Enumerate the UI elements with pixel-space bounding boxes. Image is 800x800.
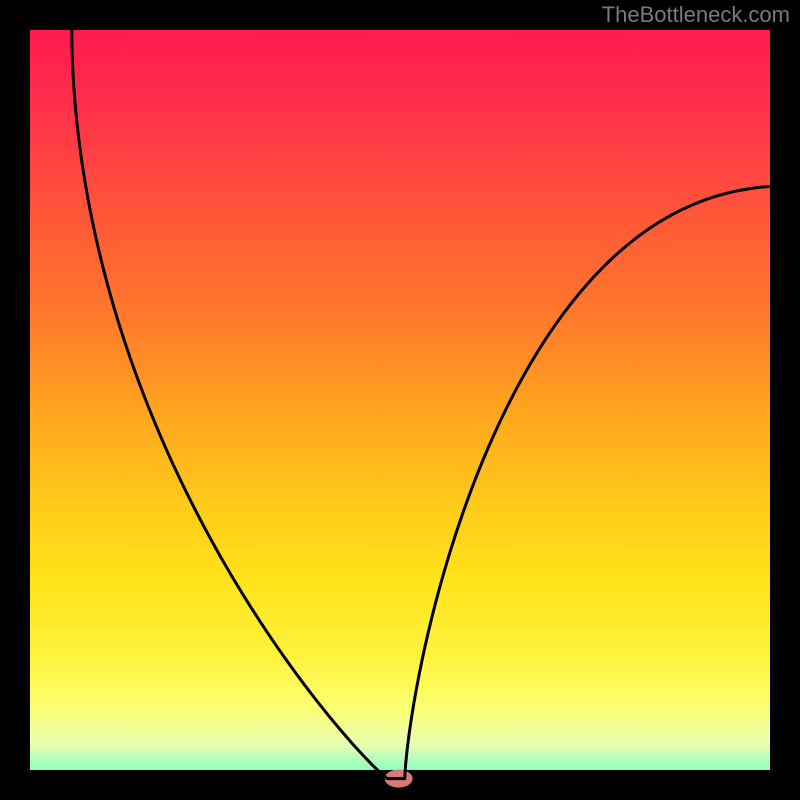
watermark-text: TheBottleneck.com [602,2,790,28]
bottleneck-chart: TheBottleneck.com [0,0,800,800]
chart-svg [0,0,800,800]
gradient-background [30,30,790,790]
